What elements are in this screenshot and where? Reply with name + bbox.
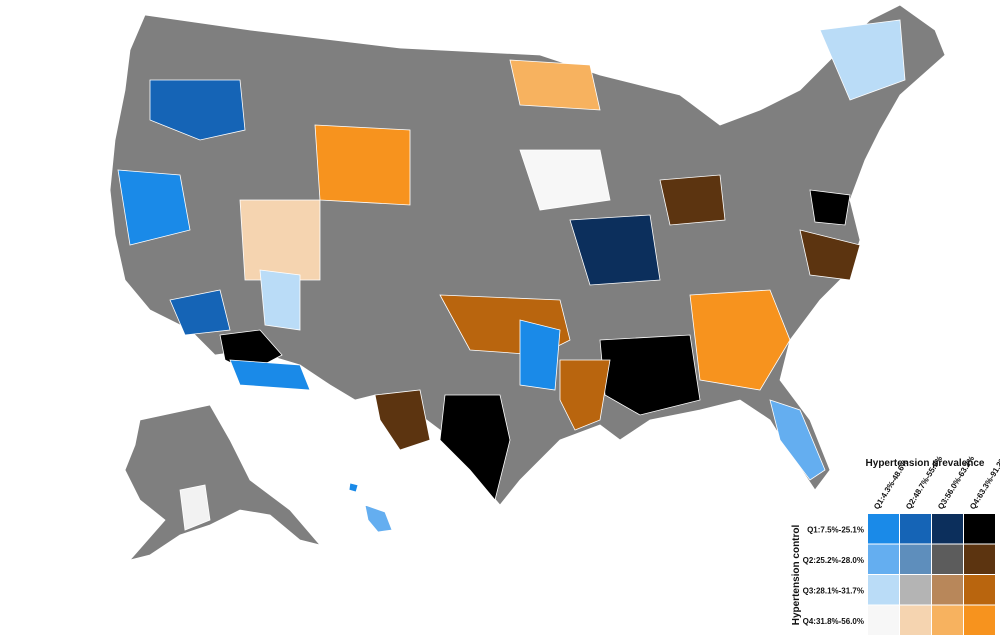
legend-swatch bbox=[932, 575, 963, 605]
legend-y-title: Hypertension control bbox=[791, 525, 802, 626]
legend: Hypertension prevalence Hypertension con… bbox=[791, 454, 1000, 635]
legend-swatch bbox=[964, 544, 995, 574]
alaska-region bbox=[179, 484, 211, 531]
legend-row-label: Q4:31.8%-56.0% bbox=[803, 617, 864, 626]
alaska bbox=[124, 404, 322, 561]
legend-row-label: Q3:28.1%-31.7% bbox=[803, 586, 864, 595]
legend-title: Hypertension prevalence bbox=[866, 458, 985, 469]
region bbox=[559, 359, 611, 431]
legend-row-label: Q2:25.2%-28.0% bbox=[803, 556, 864, 565]
legend-swatch bbox=[932, 544, 963, 574]
region bbox=[439, 394, 511, 501]
legend-swatch bbox=[964, 605, 995, 635]
region bbox=[519, 319, 561, 391]
region bbox=[314, 124, 411, 206]
region bbox=[259, 269, 301, 331]
legend-row-label: Q1:7.5%-25.1% bbox=[807, 525, 864, 534]
us-map bbox=[109, 4, 946, 561]
legend-swatch bbox=[900, 575, 931, 605]
region bbox=[169, 289, 231, 336]
region bbox=[117, 169, 191, 246]
legend-swatch bbox=[868, 514, 899, 544]
legend-swatch bbox=[868, 575, 899, 605]
region bbox=[659, 174, 726, 226]
region bbox=[374, 389, 431, 451]
region bbox=[569, 214, 661, 286]
legend-swatch bbox=[900, 544, 931, 574]
legend-swatch bbox=[932, 514, 963, 544]
legend-swatch bbox=[932, 605, 963, 635]
legend-swatch bbox=[964, 575, 995, 605]
region bbox=[149, 79, 246, 141]
region bbox=[509, 59, 601, 111]
region bbox=[519, 149, 611, 211]
legend-swatch bbox=[964, 514, 995, 544]
region bbox=[229, 359, 311, 391]
hawaii-island bbox=[348, 482, 359, 493]
region bbox=[819, 19, 906, 101]
region bbox=[239, 199, 321, 281]
region bbox=[809, 189, 851, 226]
legend-swatch bbox=[868, 544, 899, 574]
region bbox=[769, 399, 826, 481]
region bbox=[689, 289, 791, 391]
hawaii bbox=[364, 504, 393, 533]
legend-swatch bbox=[900, 514, 931, 544]
legend-swatch bbox=[900, 605, 931, 635]
region bbox=[799, 229, 861, 281]
legend-swatch bbox=[868, 605, 899, 635]
